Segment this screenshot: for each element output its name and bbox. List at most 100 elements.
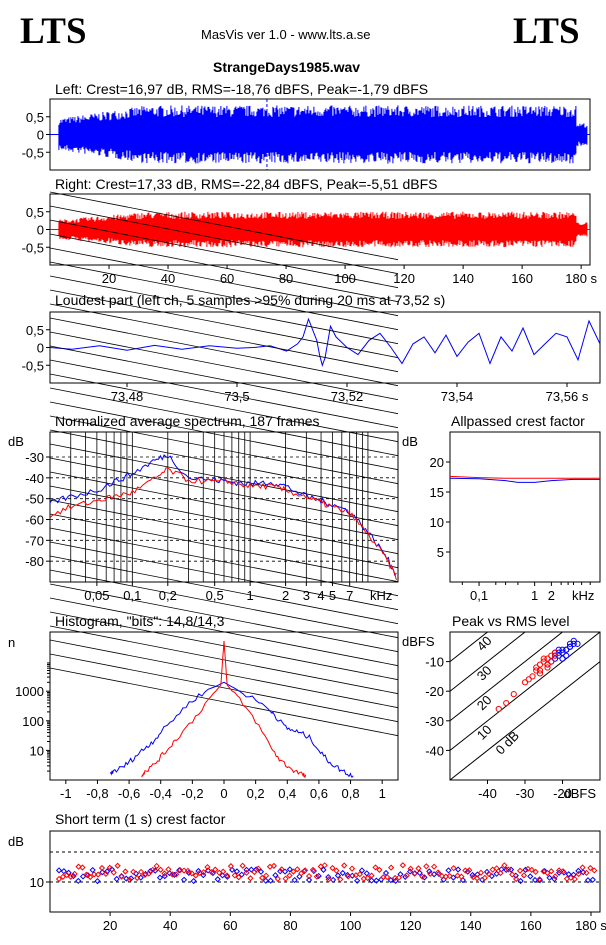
short-term-point-right: [337, 876, 344, 883]
spectrum-slope-line: [49, 415, 399, 485]
short-term-point-right: [434, 869, 442, 876]
short-term-point-right: [75, 863, 82, 870]
short-term-point-left: [214, 876, 221, 883]
spectrum-slope-line: [49, 331, 399, 401]
histogram-y-tick-label: 10: [30, 743, 44, 758]
short-term-point-right: [98, 864, 106, 872]
short-term-point-right: [184, 867, 192, 874]
histogram-series-right: [141, 640, 307, 779]
histogram-y-tick-label: 100: [22, 714, 44, 729]
short-term-point-right: [91, 871, 98, 878]
short-term-point-right: [278, 866, 285, 873]
peak-rms-point-right: [551, 649, 559, 656]
peak-rms-point-left: [559, 649, 566, 656]
spectrum-slope-line: [49, 205, 399, 275]
logo-right: LTS: [513, 11, 580, 52]
short-term-point-left: [291, 876, 298, 884]
short-term-point-right: [270, 862, 278, 869]
histogram-x-tick-label: 1: [379, 786, 386, 801]
short-term-point-right: [71, 870, 78, 877]
short-term-point-left: [334, 872, 342, 879]
app-title: MasVis ver 1.0 - www.lts.a.se: [201, 27, 371, 42]
short-term-point-right: [556, 867, 563, 874]
spectrum-xunit: kHz: [370, 588, 392, 603]
short-term-point-left: [387, 876, 394, 884]
right-waveform-x-tick-label: 160: [511, 271, 533, 286]
spectrum-x-tick-label: 4: [317, 588, 324, 603]
short-term-point-left: [60, 868, 67, 875]
short-term-y-tick-label: 10: [30, 875, 44, 890]
short-term-point-left: [570, 871, 577, 878]
peak-rms-y-tick-label: -20: [425, 684, 444, 699]
short-term-point-left: [575, 867, 582, 875]
short-term-point-right: [505, 866, 512, 873]
peak-rms-point-right: [510, 691, 517, 698]
spectrum-slope-line: [49, 303, 399, 373]
histogram-y-tick-label: 1000: [15, 684, 44, 699]
short-term-point-right: [423, 863, 430, 870]
spectrum-slope-line: [49, 317, 399, 387]
short-term-point-left: [204, 867, 212, 874]
short-term-point-left: [238, 871, 245, 878]
spectrum-x-tick-label: 0,5: [206, 588, 224, 603]
short-term-point-right: [122, 868, 129, 875]
peak-rms-point-right: [548, 652, 555, 659]
short-term-x-tick-label: 40: [163, 918, 177, 933]
short-term-point-right: [407, 865, 414, 872]
allpass-y-tick-label: 10: [430, 515, 444, 530]
short-term-point-right: [477, 869, 485, 876]
short-term-point-right: [591, 867, 598, 874]
spectrum-x-tick-label: 2: [282, 588, 289, 603]
allpass-y-tick-label: 5: [437, 545, 444, 560]
short-term-point-right: [208, 869, 215, 876]
short-term-point-right: [473, 875, 481, 882]
spectrum-x-tick-label: 0,05: [84, 588, 109, 603]
peak-rms-point-left: [559, 646, 566, 653]
short-term-point-right: [446, 872, 453, 880]
peak-rms-diagonals: [450, 632, 600, 780]
short-term-point-right: [388, 864, 395, 871]
short-term-point-right: [83, 871, 90, 878]
right-waveform-y-tick-label: 0: [37, 223, 44, 238]
short-term-point-left: [402, 873, 409, 880]
short-term-point-right: [536, 876, 543, 883]
spectrum-x-tick-label: 0,1: [123, 588, 141, 603]
short-term-point-left: [325, 873, 332, 881]
peak-rms-point-left: [566, 640, 574, 647]
allpass-y-tick-label: 15: [430, 485, 444, 500]
short-term-point-right: [524, 865, 531, 873]
short-term-point-right: [59, 873, 67, 880]
left-waveform-title: Left: Crest=16,97 dB, RMS=-18,76 dBFS, P…: [55, 81, 429, 97]
short-term-point-left: [257, 868, 265, 875]
short-term-point-right: [313, 873, 320, 880]
spectrum-slope-line: [49, 499, 399, 569]
short-term-point-left: [426, 868, 433, 875]
short-term-point-left: [546, 874, 553, 881]
short-term-point-left: [113, 875, 120, 883]
short-term-point-right: [106, 864, 113, 871]
peak-rms-point-right: [548, 658, 555, 665]
short-term-point-left: [176, 867, 183, 874]
short-term-point-left: [445, 867, 452, 874]
short-term-point-right: [157, 866, 164, 873]
short-term-point-left: [200, 872, 207, 879]
short-term-point-left: [517, 877, 524, 885]
loudest-part-line: [49, 317, 601, 367]
logo-left: LTS: [20, 11, 87, 52]
short-term-point-left: [354, 877, 361, 884]
short-term-point-left: [344, 871, 351, 879]
allpass-x-tick-label: 1: [531, 588, 538, 603]
short-term-point-right: [587, 864, 594, 872]
peak-rms-point-left: [555, 652, 562, 659]
short-term-point-right: [485, 870, 492, 878]
peak-rms-point-left: [566, 643, 574, 650]
short-term-point-right: [501, 862, 508, 869]
short-term-point-left: [455, 866, 462, 873]
left-waveform-y-tick-label: 0,5: [26, 110, 44, 125]
short-term-point-left: [99, 869, 106, 876]
left-waveform-y-tick-label: 0: [37, 128, 44, 143]
right-waveform-signal: [58, 211, 588, 248]
short-term-point-left: [209, 869, 217, 877]
short-term-point-left: [89, 866, 96, 874]
spectrum-slope-line: [49, 527, 399, 597]
